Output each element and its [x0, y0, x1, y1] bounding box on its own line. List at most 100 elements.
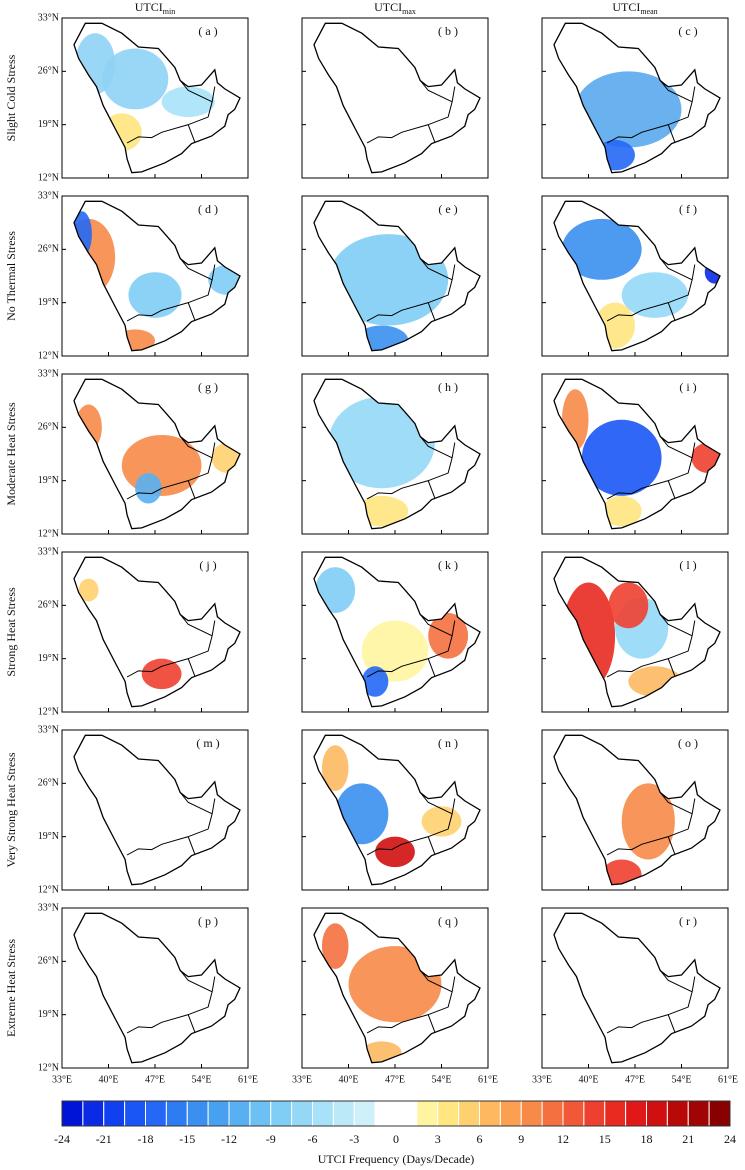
y-tick-label: 19°N: [38, 653, 59, 664]
border: [659, 436, 693, 459]
y-tick-label: 12°N: [38, 172, 59, 183]
panel-letter: ( p ): [198, 914, 218, 928]
colorbar-tick-label: 15: [599, 1132, 611, 1146]
border: [366, 86, 456, 144]
shade: [348, 946, 442, 1023]
shade: [575, 71, 682, 148]
x-tick-label: 40°E: [338, 1074, 358, 1085]
map-fill: [328, 234, 449, 351]
y-tick-label: 26°N: [38, 244, 59, 255]
row-label: Moderate Heat Stress: [4, 402, 18, 506]
colorbar-tick-label: -18: [138, 1132, 154, 1146]
panel-letter: ( k ): [438, 558, 458, 572]
country-outline: [73, 734, 241, 886]
colorbar-cell: [82, 1100, 105, 1127]
shade: [595, 302, 635, 349]
panel-letter: ( b ): [438, 24, 458, 38]
shade: [115, 329, 155, 351]
map-fill: [328, 396, 435, 527]
colorbar-tick-label: -12: [221, 1132, 237, 1146]
colorbar-tick-label: -9: [266, 1132, 276, 1146]
colorbar-cell: [520, 1100, 543, 1127]
x-tick-label: 54°E: [191, 1074, 211, 1085]
border: [419, 792, 453, 815]
colorbar-cell: [124, 1100, 146, 1127]
colorbar-cell: [625, 1100, 647, 1127]
y-tick-label: 33°N: [38, 190, 59, 201]
country-outline: [73, 22, 241, 174]
colorbar-cell: [541, 1100, 564, 1127]
country-outline: [313, 200, 481, 352]
panel-letter: ( e ): [438, 202, 457, 216]
map-fill: [321, 745, 462, 868]
shade: [608, 582, 649, 629]
panel-letter: ( c ): [678, 24, 697, 38]
border: [606, 86, 696, 144]
colorbar-cell: [374, 1100, 397, 1127]
border: [659, 970, 693, 993]
y-tick-label: 26°N: [38, 778, 59, 789]
column-title: UTCImax: [374, 0, 416, 16]
y-tick-label: 33°N: [38, 902, 59, 913]
panel-letter: ( h ): [438, 380, 458, 394]
border: [126, 976, 216, 1034]
colorbar-tick-label: 21: [682, 1132, 694, 1146]
map-fill: [561, 582, 682, 697]
y-tick-label: 33°N: [38, 724, 59, 735]
y-tick-label: 19°N: [38, 475, 59, 486]
shade: [595, 139, 635, 171]
map-fill: [321, 923, 442, 1063]
border: [366, 442, 456, 500]
border: [667, 480, 676, 499]
border: [419, 970, 453, 993]
column-title: UTCImin: [135, 0, 175, 16]
column-title-sub: max: [402, 7, 416, 16]
panel-letter: ( q ): [438, 914, 458, 928]
colorbar-title: UTCI Frequency (Days/Decade): [318, 1152, 475, 1166]
shade: [361, 620, 429, 682]
colorbar-frame: [61, 1100, 731, 1127]
country-outline: [313, 22, 481, 174]
border: [659, 258, 693, 281]
colorbar-tick-label: -15: [179, 1132, 195, 1146]
panel-frame: [301, 17, 489, 179]
panel-letter: ( l ): [679, 558, 696, 572]
colorbar-cell: [458, 1100, 480, 1127]
column-title-sub: mean: [640, 7, 657, 16]
shade: [74, 211, 92, 257]
shade: [601, 495, 642, 527]
x-tick-label: 47°E: [625, 1074, 645, 1085]
colorbar-tick-label: 18: [641, 1132, 653, 1146]
panel-letter: ( o ): [678, 736, 698, 750]
panel-letter: ( g ): [198, 380, 218, 394]
country-outline: [553, 22, 721, 174]
border: [366, 620, 456, 678]
shade: [581, 419, 662, 496]
y-tick-label: 26°N: [38, 66, 59, 77]
y-tick-label: 26°N: [38, 600, 59, 611]
shade: [321, 745, 349, 791]
border: [606, 976, 696, 1034]
border: [126, 264, 216, 322]
border: [659, 792, 693, 815]
colorbar-cell: [562, 1100, 585, 1127]
colorbar-cell: [145, 1100, 167, 1127]
colorbar-cell: [687, 1100, 710, 1127]
column-title: UTCImean: [612, 0, 657, 16]
country-outline: [553, 734, 721, 886]
x-tick-label: 47°E: [145, 1074, 165, 1085]
map-fill: [75, 33, 215, 152]
shade: [128, 272, 182, 318]
border: [427, 836, 436, 855]
colorbar-cell: [228, 1100, 251, 1127]
shade: [621, 783, 675, 860]
border: [187, 124, 196, 143]
border: [366, 264, 456, 322]
shade: [328, 234, 449, 326]
column-title-main: UTCI: [374, 0, 402, 14]
y-tick-label: 12°N: [38, 884, 59, 895]
shade: [621, 272, 689, 318]
colorbar-cell: [165, 1100, 188, 1127]
panel-frame: [541, 907, 729, 1069]
colorbar-cell: [353, 1100, 376, 1127]
